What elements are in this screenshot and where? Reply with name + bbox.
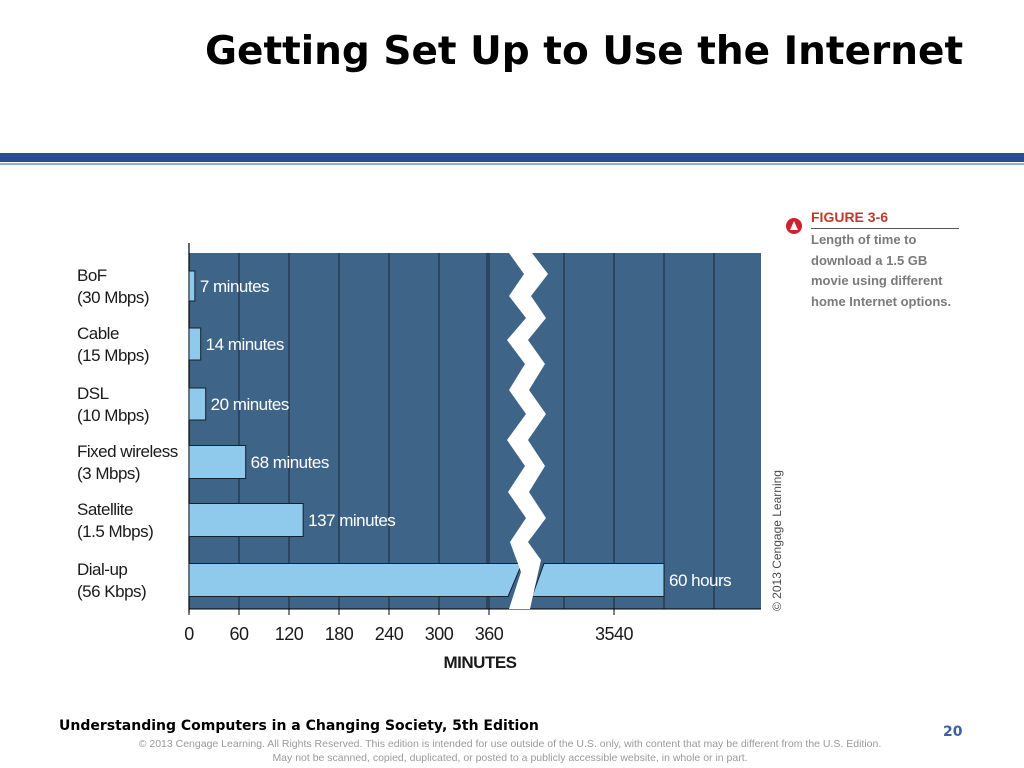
- data-label: 14 minutes: [206, 335, 284, 354]
- bar: [188, 327, 202, 361]
- bar-continued: [531, 563, 665, 597]
- download-time-chart: 7 minutes BoF (30 Mbps) 14 minutes Cable (15 …: [77, 243, 784, 672]
- category-detail-label: (30 Mbps): [77, 288, 149, 307]
- x-tick-label: 180: [325, 624, 354, 644]
- category-label: Fixed wireless: [77, 442, 178, 461]
- axis-break-mark: [507, 253, 548, 609]
- x-tick-label: 360: [475, 624, 504, 644]
- bar: [188, 503, 304, 537]
- x-tick-label: 300: [425, 624, 454, 644]
- bar: [188, 563, 523, 597]
- category-label: Cable: [77, 324, 119, 343]
- data-label: 137 minutes: [308, 511, 395, 530]
- category-label: Dial-up: [77, 560, 127, 579]
- x-tick-label: 3540: [595, 624, 634, 644]
- x-tick-label: 240: [375, 624, 404, 644]
- axis-break: [507, 253, 548, 609]
- category-label: Satellite: [77, 500, 133, 519]
- legal-notice-line-2: May not be scanned, copied, duplicated, …: [272, 752, 748, 764]
- figure-rule: [811, 228, 959, 229]
- data-label: 20 minutes: [211, 395, 289, 414]
- figure-label: FIGURE 3-6: [811, 209, 889, 225]
- legal-notice-line-1: © 2013 Cengage Learning. All Rights Rese…: [138, 738, 882, 750]
- bar: [188, 445, 247, 479]
- category-detail-label: (1.5 Mbps): [77, 522, 153, 541]
- x-tick-label: 60: [229, 624, 249, 644]
- data-label: 68 minutes: [251, 453, 329, 472]
- figure-credit: © 2013 Cengage Learning: [770, 470, 784, 611]
- category-detail-label: (3 Mbps): [77, 464, 140, 483]
- title-divider: [0, 153, 1024, 165]
- data-label: 60 hours: [669, 571, 731, 590]
- category-label: DSL: [77, 384, 109, 403]
- book-title: Understanding Computers in a Changing So…: [59, 718, 539, 734]
- x-axis-title: MINUTES: [444, 653, 517, 672]
- bars: [188, 270, 665, 597]
- x-tick-label: 120: [275, 624, 304, 644]
- category-detail-label: (15 Mbps): [77, 346, 149, 365]
- figure-badge-icon: [786, 218, 802, 234]
- plot-background: [189, 253, 761, 609]
- x-tick-label: 0: [184, 624, 194, 644]
- data-label: 7 minutes: [200, 277, 269, 296]
- bar: [188, 387, 207, 421]
- page-number: 20: [943, 724, 963, 740]
- labels: 7 minutes BoF (30 Mbps) 14 minutes Cable (15 …: [77, 266, 784, 672]
- category-detail-label: (56 Kbps): [77, 582, 146, 601]
- figure-caption: Length of time to download a 1.5 GB movi…: [811, 232, 952, 309]
- bar: [188, 270, 196, 302]
- slide-title: Getting Set Up to Use the Internet: [205, 29, 964, 74]
- plot-area: [188, 243, 761, 613]
- category-label: BoF: [77, 266, 107, 285]
- category-detail-label: (10 Mbps): [77, 406, 149, 425]
